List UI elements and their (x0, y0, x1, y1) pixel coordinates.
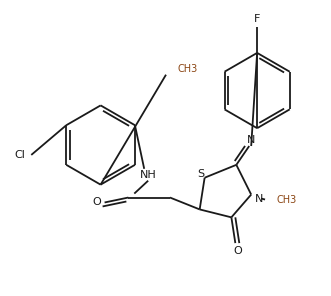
Text: O: O (233, 246, 242, 256)
Text: NH: NH (140, 170, 157, 180)
Text: N: N (247, 135, 256, 145)
Text: CH3: CH3 (277, 194, 297, 205)
Text: Cl: Cl (14, 150, 25, 160)
Text: F: F (254, 14, 260, 24)
Text: S: S (197, 169, 204, 179)
Text: O: O (92, 197, 101, 207)
Text: CH3: CH3 (178, 64, 198, 74)
Text: N: N (255, 194, 263, 204)
